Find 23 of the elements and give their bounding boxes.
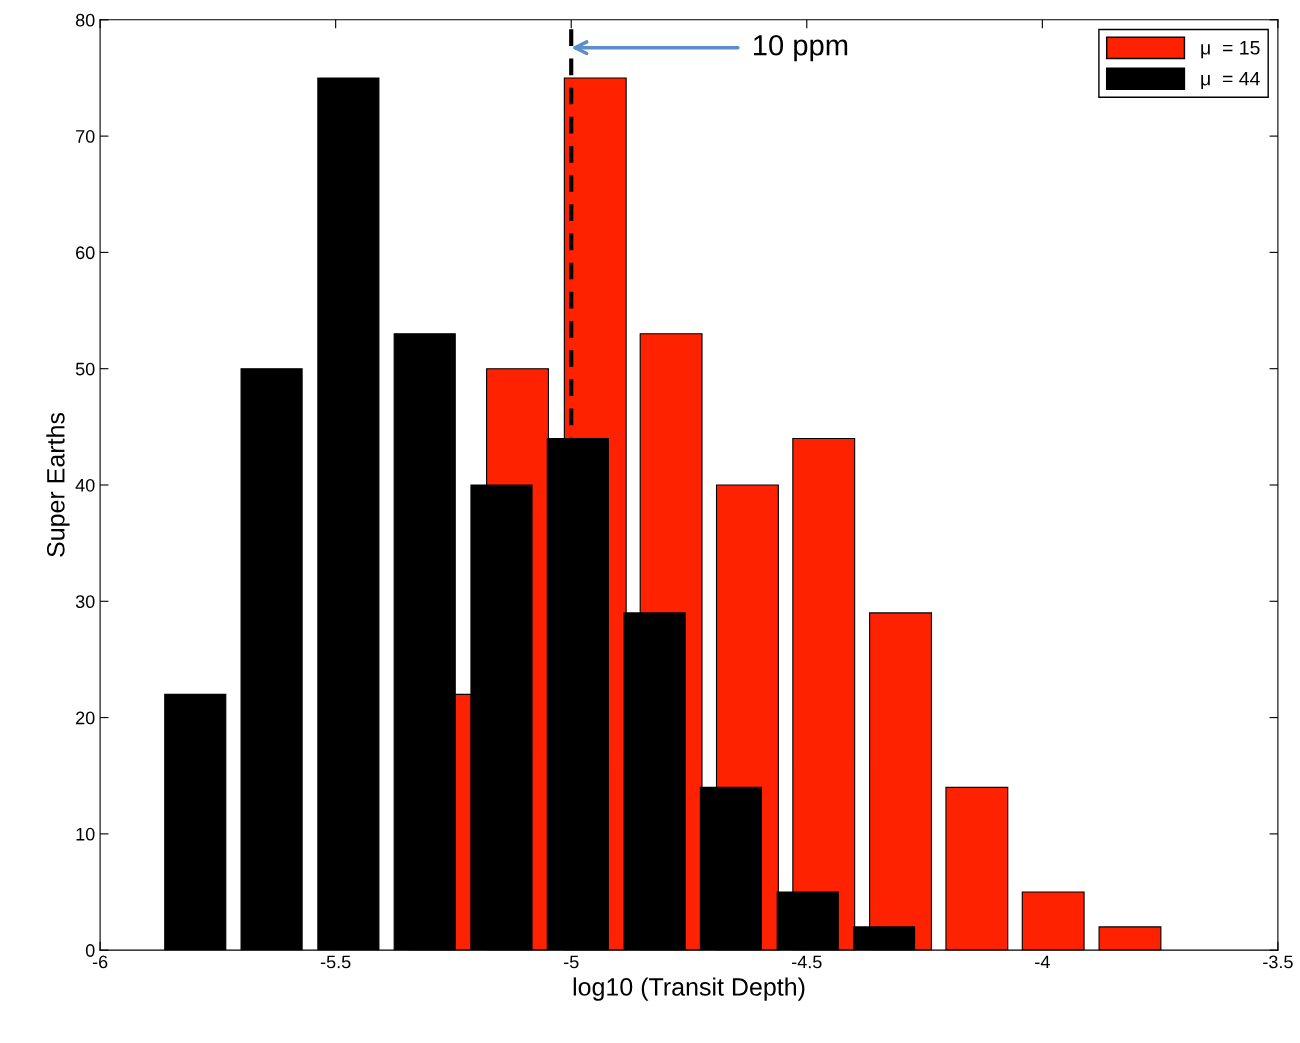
x-tick-label: -6 — [92, 955, 108, 969]
y-tick-label: 10 — [76, 827, 95, 841]
y-tick-label: 20 — [76, 711, 95, 725]
bar — [164, 693, 227, 951]
y-tick-label: 30 — [75, 595, 95, 609]
y-tick-label: 60 — [76, 246, 95, 260]
y-axis-title: Super Earths — [46, 412, 70, 557]
legend-label: μ = 15 — [1201, 41, 1260, 59]
y-tick-label: 0 — [85, 944, 95, 957]
x-tick-label: -5 — [563, 955, 579, 969]
y-tick-label: 70 — [76, 130, 95, 143]
bar — [317, 77, 380, 951]
x-tick-label: -4.5 — [792, 955, 822, 969]
bar — [240, 368, 303, 951]
x-tick-label: -4 — [1035, 955, 1050, 969]
x-tick-label: -3.5 — [1263, 955, 1293, 969]
ref-line-label: 10 ppm — [754, 34, 848, 62]
y-tick-label: 80 — [75, 13, 95, 27]
legend-label: μ = 44 — [1201, 71, 1260, 90]
y-tick-label: 40 — [75, 478, 95, 492]
y-tick-label: 50 — [75, 362, 95, 376]
x-axis-title: log10 (Transit Depth) — [573, 977, 805, 1001]
x-tick-label: -5.5 — [320, 955, 351, 969]
